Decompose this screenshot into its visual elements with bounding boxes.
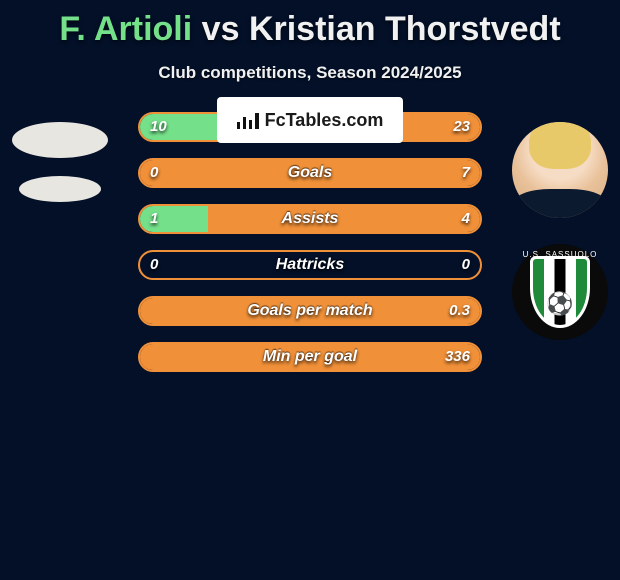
- bars-icon: [237, 111, 259, 129]
- stat-value-player2: 0.3: [449, 298, 470, 324]
- stat-value-player1: 10: [150, 114, 167, 140]
- stats-column: Matches1023Goals07Assists14Hattricks00Go…: [120, 112, 500, 388]
- stat-value-player1: 1: [150, 206, 158, 232]
- player2-avatar-icon: [512, 122, 608, 218]
- stat-value-player1: 0: [150, 160, 158, 186]
- stat-label: Hattricks: [140, 252, 480, 278]
- stat-label: Assists: [140, 206, 480, 232]
- stat-value-player2: 4: [462, 206, 470, 232]
- stat-label: Min per goal: [140, 344, 480, 370]
- title-player2: Kristian Thorstvedt: [249, 10, 561, 48]
- stat-value-player1: 0: [150, 252, 158, 278]
- comparison-panel: Matches1023Goals07Assists14Hattricks00Go…: [0, 112, 620, 388]
- stat-value-player2: 0: [462, 252, 470, 278]
- stat-label: Goals: [140, 160, 480, 186]
- stat-row: Goals0 7: [138, 158, 482, 188]
- stat-value-player2: 23: [453, 114, 470, 140]
- title-vs: vs: [202, 10, 240, 48]
- brand-badge: FcTables.com: [217, 97, 403, 143]
- page-title: F. Artioli vs Kristian Thorstvedt: [0, 0, 620, 49]
- stat-label: Goals per match: [140, 298, 480, 324]
- player2-column: U.S. SASSUOLO: [500, 112, 620, 388]
- stat-row: Min per goal336: [138, 342, 482, 372]
- brand-text: FcTables.com: [265, 110, 384, 131]
- stat-row: Goals per match0.3: [138, 296, 482, 326]
- stat-row: Hattricks0 0: [138, 250, 482, 280]
- player2-club-icon: U.S. SASSUOLO: [512, 244, 608, 340]
- title-player1: F. Artioli: [59, 10, 192, 48]
- stat-value-player2: 336: [445, 344, 470, 370]
- player1-club-icon: [19, 176, 101, 202]
- stat-row: Assists1 4: [138, 204, 482, 234]
- subtitle: Club competitions, Season 2024/2025: [0, 63, 620, 83]
- player1-column: [0, 112, 120, 388]
- shield-icon: [530, 256, 590, 328]
- stat-value-player2: 7: [462, 160, 470, 186]
- player1-avatar-icon: [12, 122, 108, 158]
